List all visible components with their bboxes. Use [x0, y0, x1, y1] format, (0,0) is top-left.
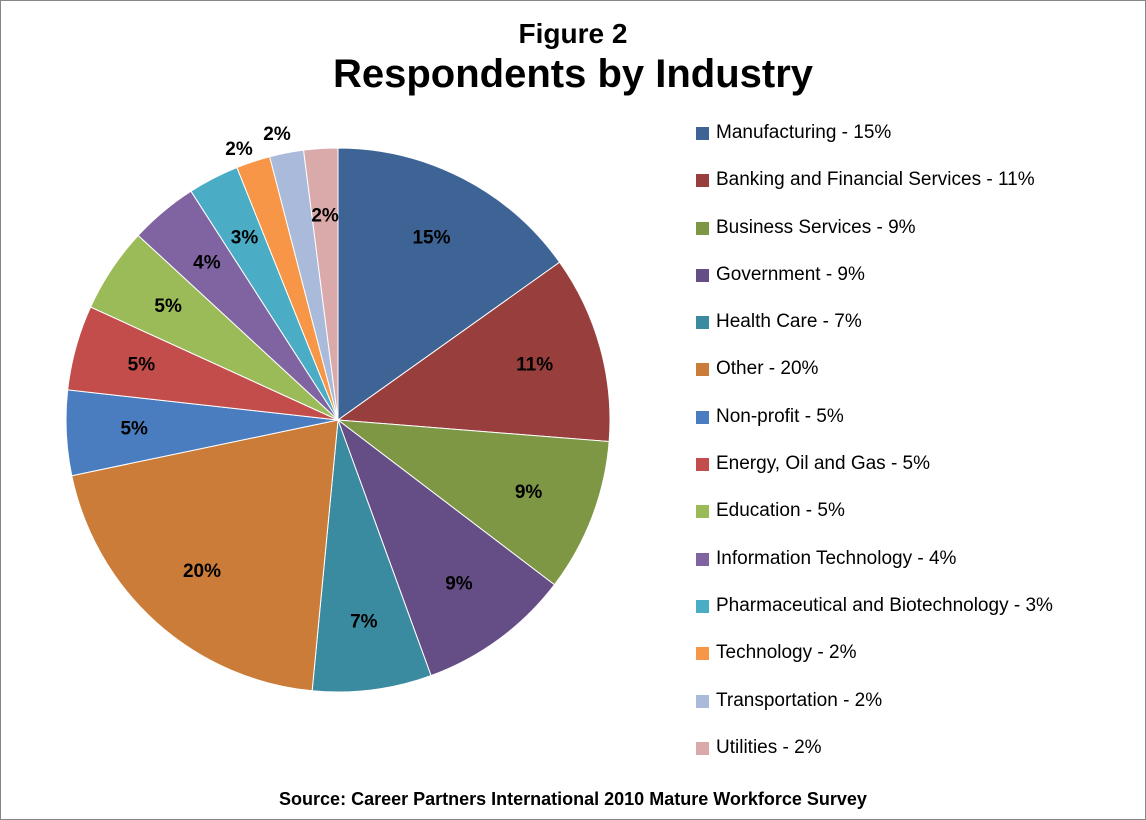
legend-item: Information Technology - 4%: [696, 548, 1053, 595]
legend-label: Non-profit - 5%: [716, 405, 844, 427]
data-label: 7%: [350, 611, 378, 632]
data-label: 2%: [263, 124, 291, 145]
legend-item: Utilities - 2%: [696, 737, 1053, 784]
legend-item: Education - 5%: [696, 500, 1053, 547]
legend-swatch: [696, 363, 709, 377]
legend: Manufacturing - 15% Banking and Financial…: [696, 122, 1053, 784]
data-label: 15%: [412, 228, 450, 249]
legend-swatch: [696, 458, 709, 472]
pie-chart: 15% 11% 9% 9% 7% 20% 5% 5% 5% 4% 3% 2% 2% 2%: [65, 124, 611, 693]
legend-item: Energy, Oil and Gas - 5%: [696, 453, 1053, 500]
data-label: 5%: [128, 355, 156, 376]
data-label: 3%: [231, 228, 259, 249]
data-label: 5%: [120, 419, 148, 440]
legend-swatch: [696, 221, 709, 235]
legend-swatch: [696, 647, 709, 661]
legend-swatch: [696, 741, 709, 755]
legend-label: Other - 20%: [716, 358, 819, 380]
legend-swatch: [696, 410, 709, 424]
legend-swatch: [696, 505, 709, 519]
data-label: 2%: [225, 139, 253, 160]
data-label: 2%: [311, 205, 339, 226]
legend-label: Information Technology - 4%: [716, 547, 957, 569]
figure-label: Figure 2: [518, 18, 628, 49]
legend-item: Technology - 2%: [696, 642, 1053, 689]
legend-label: Transportation - 2%: [716, 689, 883, 711]
source-note: Source: Career Partners International 20…: [279, 789, 867, 809]
pie-slice-utilities: [303, 147, 339, 421]
legend-swatch: [696, 599, 709, 613]
pie-slice-health-care: [311, 419, 432, 693]
data-label: 5%: [154, 296, 182, 317]
legend-swatch: [696, 552, 709, 566]
chart-title: Respondents by Industry: [332, 52, 814, 96]
legend-swatch: [696, 174, 709, 188]
legend-label: Education - 5%: [716, 500, 845, 522]
legend-swatch: [696, 316, 709, 330]
legend-label: Energy, Oil and Gas - 5%: [716, 453, 931, 475]
data-label: 20%: [183, 561, 221, 582]
legend-label: Technology - 2%: [716, 642, 857, 664]
data-label: 11%: [516, 355, 553, 376]
legend-item: Pharmaceutical and Biotechnology - 3%: [696, 595, 1053, 642]
pie-slice-government: [336, 418, 556, 677]
legend-label: Health Care - 7%: [716, 311, 862, 333]
legend-item: Government - 9%: [696, 264, 1053, 311]
legend-item: Business Services - 9%: [696, 217, 1053, 264]
legend-label: Banking and Financial Services - 11%: [716, 169, 1035, 191]
legend-label: Manufacturing - 15%: [716, 122, 892, 143]
pie-slice-business-services: [336, 419, 610, 586]
legend-swatch: [696, 268, 709, 282]
legend-item: Banking and Financial Services - 11%: [696, 169, 1053, 216]
pie-slice-banking-and-financial-services: [336, 261, 611, 443]
legend-label: Government - 9%: [716, 263, 865, 285]
data-label: 9%: [445, 573, 473, 594]
legend-item: Transportation - 2%: [696, 690, 1053, 737]
pie-slice-other: [71, 419, 339, 692]
legend-item: Non-profit - 5%: [696, 406, 1053, 453]
legend-item: Other - 20%: [696, 358, 1053, 405]
legend-item: Health Care - 7%: [696, 311, 1053, 358]
legend-item: Manufacturing - 15%: [696, 122, 1053, 169]
data-label: 9%: [515, 482, 543, 503]
legend-swatch: [696, 127, 709, 140]
data-label: 4%: [193, 253, 221, 274]
legend-label: Business Services - 9%: [716, 216, 916, 238]
pie-slice-manufacturing: [337, 147, 561, 421]
legend-swatch: [696, 694, 709, 708]
legend-label: Pharmaceutical and Biotechnology - 3%: [716, 594, 1053, 616]
legend-label: Utilities - 2%: [716, 736, 822, 758]
